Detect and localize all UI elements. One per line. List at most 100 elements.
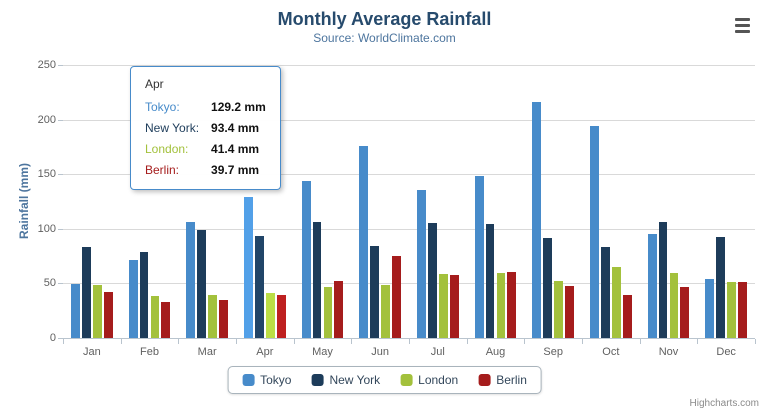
grid-line: [63, 174, 755, 176]
bar-berlin-apr[interactable]: [276, 294, 286, 338]
bar-london-dec[interactable]: [727, 282, 737, 338]
menu-line: [735, 30, 750, 33]
bar-berlin-may[interactable]: [334, 280, 344, 338]
grid-line: [63, 228, 755, 230]
y-axis-tick: [58, 174, 63, 176]
bar-berlin-mar[interactable]: [219, 300, 229, 338]
bar-new-york-may[interactable]: [312, 222, 322, 338]
bar-new-york-feb[interactable]: [139, 251, 149, 338]
y-axis-label: 250: [37, 59, 56, 71]
bar-london-jan[interactable]: [92, 284, 102, 338]
x-axis-label: Jan: [82, 346, 101, 358]
legend-label-new-york: New York: [329, 373, 381, 387]
tooltip-series-value: 41.4 mm: [211, 142, 260, 156]
y-axis-title: Rainfall (mm): [17, 163, 31, 240]
x-axis-label: Feb: [140, 346, 159, 358]
legend: Tokyo New York London Berlin: [227, 366, 542, 394]
menu-line: [735, 24, 750, 27]
bar-london-nov[interactable]: [669, 273, 679, 338]
bar-new-york-sep[interactable]: [543, 238, 553, 338]
bar-berlin-feb[interactable]: [161, 301, 171, 338]
bar-tokyo-sep[interactable]: [532, 101, 542, 338]
bar-tokyo-nov[interactable]: [647, 233, 657, 338]
plot-area: [63, 65, 755, 339]
bar-tokyo-dec[interactable]: [705, 278, 715, 338]
y-axis-tick: [58, 119, 63, 121]
x-axis-tick: [120, 339, 122, 344]
bar-berlin-nov[interactable]: [680, 286, 690, 338]
bar-new-york-apr[interactable]: [254, 236, 264, 338]
x-axis-label: Mar: [197, 346, 217, 358]
bar-london-aug[interactable]: [496, 272, 506, 338]
bar-tokyo-jul[interactable]: [416, 189, 426, 338]
y-axis-tick: [58, 338, 63, 339]
bar-tokyo-jun[interactable]: [359, 145, 369, 338]
bar-new-york-jan[interactable]: [81, 246, 91, 338]
bar-london-sep[interactable]: [554, 280, 564, 338]
bar-berlin-dec[interactable]: [738, 282, 748, 338]
bar-tokyo-aug[interactable]: [474, 175, 484, 338]
menu-line: [735, 18, 750, 21]
bar-new-york-aug[interactable]: [485, 224, 495, 338]
bar-london-feb[interactable]: [150, 295, 160, 338]
legend-item-london[interactable]: London: [400, 373, 458, 387]
x-axis-tick: [697, 339, 699, 344]
legend-label-london: London: [418, 373, 459, 387]
bar-london-apr[interactable]: [265, 292, 275, 338]
y-axis-label: 50: [43, 277, 56, 290]
bar-new-york-mar[interactable]: [197, 230, 207, 338]
x-axis-label: Oct: [602, 346, 620, 358]
bar-berlin-sep[interactable]: [565, 286, 575, 338]
x-axis-tick: [236, 339, 237, 344]
bar-berlin-jun[interactable]: [392, 255, 402, 338]
bar-tokyo-jan[interactable]: [70, 283, 80, 338]
x-axis-label: May: [312, 346, 333, 358]
bar-london-jul[interactable]: [438, 273, 448, 338]
bar-new-york-jul[interactable]: [427, 223, 437, 338]
legend-symbol-new-york: [311, 374, 324, 386]
x-axis-tick: [351, 339, 353, 344]
legend-item-new-york[interactable]: New York: [311, 373, 380, 387]
bar-tokyo-may[interactable]: [301, 180, 311, 338]
x-axis-tick: [409, 339, 410, 344]
bar-london-may[interactable]: [323, 286, 333, 338]
bar-new-york-nov[interactable]: [658, 221, 668, 338]
tooltip-series-value: 39.7 mm: [211, 163, 260, 177]
y-axis-tick: [58, 65, 63, 66]
legend-item-berlin[interactable]: Berlin: [478, 373, 527, 387]
bar-berlin-oct[interactable]: [622, 295, 632, 338]
y-axis-label: 100: [37, 222, 56, 235]
bar-new-york-oct[interactable]: [600, 246, 610, 338]
grid-line: [63, 119, 755, 121]
legend-item-tokyo[interactable]: Tokyo: [242, 373, 291, 387]
bar-tokyo-mar[interactable]: [186, 221, 196, 338]
x-axis-line: [63, 338, 755, 339]
bar-london-mar[interactable]: [208, 295, 218, 338]
hamburger-menu-icon[interactable]: [732, 15, 753, 36]
bar-tokyo-oct[interactable]: [589, 126, 599, 338]
x-axis-label: Apr: [256, 346, 274, 358]
bar-berlin-aug[interactable]: [507, 272, 517, 338]
grid-line: [63, 65, 755, 66]
y-axis-label: 200: [37, 113, 56, 126]
tooltip-series-name: New York:: [145, 121, 200, 135]
x-axis-tick: [639, 339, 641, 344]
tooltip-series-name: London:: [145, 142, 189, 156]
bar-london-oct[interactable]: [611, 266, 621, 338]
bar-berlin-jul[interactable]: [449, 275, 459, 338]
bar-tokyo-apr[interactable]: [243, 196, 253, 338]
tooltip-series-name: Tokyo:: [145, 100, 180, 114]
x-axis-tick: [63, 339, 64, 344]
bar-berlin-jan[interactable]: [103, 291, 113, 338]
bar-new-york-dec[interactable]: [716, 237, 726, 338]
x-axis-label: Jul: [430, 346, 445, 358]
credits-link[interactable]: Highcharts.com: [689, 398, 759, 409]
legend-label-berlin: Berlin: [496, 373, 527, 387]
x-axis-tick: [466, 339, 468, 344]
bar-london-jun[interactable]: [381, 285, 391, 338]
bar-tokyo-feb[interactable]: [128, 259, 138, 338]
chart-subtitle: Source: WorldClimate.com: [313, 31, 456, 45]
y-axis-label: 0: [49, 332, 56, 344]
bar-new-york-jun[interactable]: [370, 245, 380, 338]
